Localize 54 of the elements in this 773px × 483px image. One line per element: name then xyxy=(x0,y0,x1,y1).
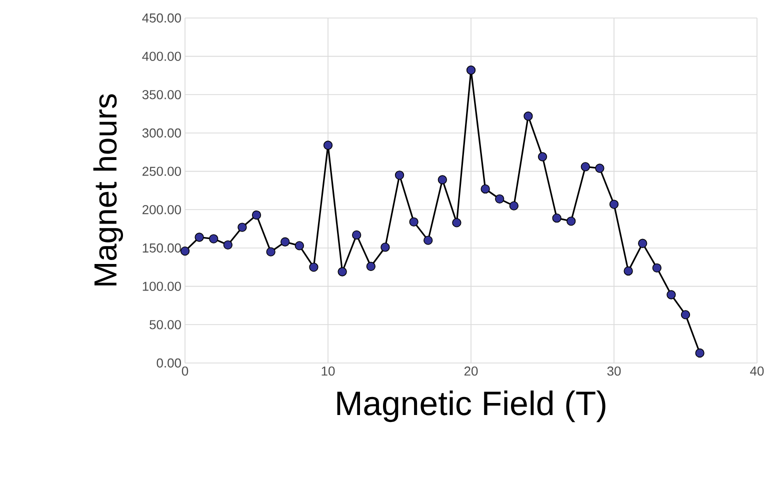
point xyxy=(424,236,433,245)
x-tick-label: 0 xyxy=(182,366,188,376)
point xyxy=(624,266,633,276)
point xyxy=(252,210,262,220)
y-tick-label: 300.00 xyxy=(142,128,181,138)
point xyxy=(380,242,390,252)
point xyxy=(209,234,218,244)
x-tick-label: 10 xyxy=(322,366,335,376)
y-tick-label: 100.00 xyxy=(142,282,181,291)
point xyxy=(495,194,504,204)
point xyxy=(352,230,362,240)
point xyxy=(566,216,576,226)
point xyxy=(480,184,490,194)
x-tick-label: 30 xyxy=(607,366,621,376)
point xyxy=(366,262,376,271)
x-axis-title: Magnetic Field (T) xyxy=(337,390,606,422)
y-tick-label: 350.00 xyxy=(142,90,181,100)
x-tick-label: 20 xyxy=(464,366,478,376)
point xyxy=(238,222,247,232)
y-tick-label: 0.00 xyxy=(156,358,181,368)
y-tick-label: 150.00 xyxy=(142,243,181,253)
point xyxy=(680,310,690,320)
point xyxy=(695,348,704,358)
point xyxy=(438,175,447,184)
y-axis-title: Magnet hours xyxy=(93,94,124,286)
point xyxy=(294,241,304,250)
point xyxy=(580,162,590,172)
point xyxy=(666,290,676,300)
point xyxy=(180,246,190,256)
point xyxy=(552,214,562,223)
point xyxy=(266,247,276,256)
point xyxy=(466,66,476,75)
y-tick-label: 200.00 xyxy=(142,205,181,214)
point xyxy=(323,140,333,150)
point xyxy=(652,263,662,273)
point xyxy=(338,267,347,276)
point xyxy=(524,112,533,121)
point xyxy=(309,262,318,272)
point xyxy=(638,238,648,248)
point xyxy=(394,170,404,180)
y-tick-label: 50.00 xyxy=(150,320,181,330)
point xyxy=(194,232,204,242)
point xyxy=(609,200,619,209)
point xyxy=(409,217,418,227)
x-tick-label: 40 xyxy=(750,366,764,376)
point xyxy=(223,240,232,250)
y-tick-label: 250.00 xyxy=(142,166,181,176)
point xyxy=(280,237,290,246)
point xyxy=(595,164,604,173)
y-tick-label: 400.00 xyxy=(142,52,181,61)
point xyxy=(538,152,548,162)
point xyxy=(452,218,462,228)
y-tick-label: 450.00 xyxy=(142,13,181,23)
point xyxy=(509,201,518,210)
